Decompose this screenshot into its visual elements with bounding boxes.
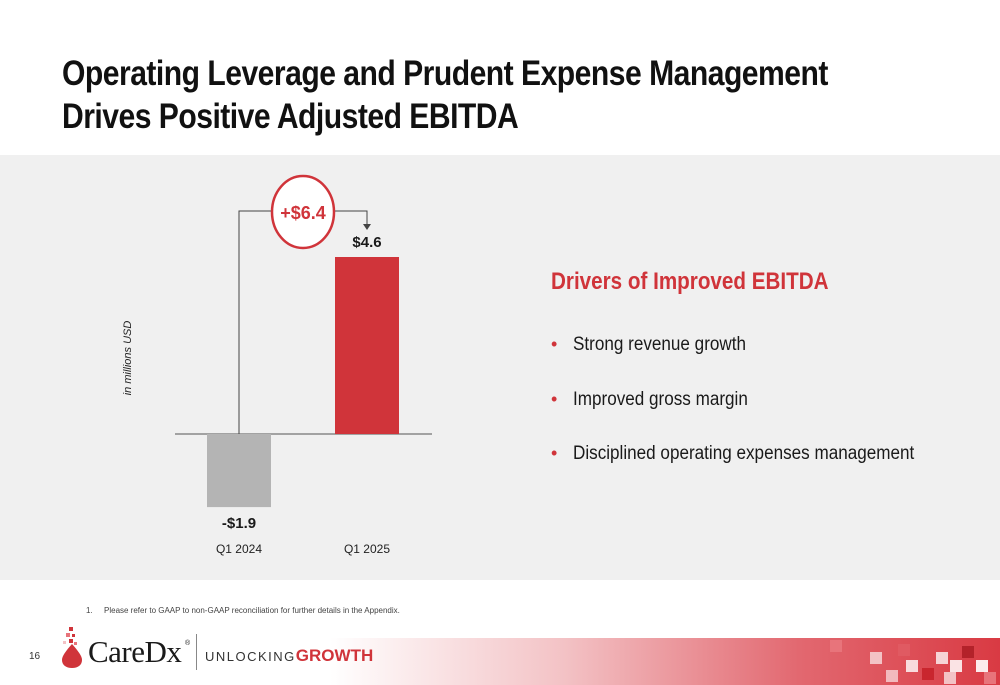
data-label: $4.6 — [352, 234, 381, 251]
content-panel — [0, 155, 1000, 580]
ebitda-bar-chart: -$1.9 Q1 2024 $4.6 Q1 2025 in millions USD +$… — [122, 174, 432, 556]
change-label: +$6.4 — [280, 203, 326, 223]
bullet-icon: • — [551, 443, 558, 463]
tagline-unlocking: UNLOCKING — [205, 649, 296, 664]
bar-q1-2024 — [207, 434, 271, 508]
drivers-title: Drivers of Improved EBITDA — [551, 268, 829, 295]
footnote: 1. Please refer to GAAP to non-GAAP recon… — [86, 606, 400, 615]
arrow-down-icon — [363, 224, 371, 230]
footnote-number: 1. — [86, 606, 93, 615]
driver-text: Improved gross margin — [573, 388, 748, 410]
category-tick-label: Q1 2025 — [344, 542, 390, 556]
category-tick-label: Q1 2024 — [216, 542, 262, 556]
bullet-icon: • — [551, 388, 558, 409]
y-axis-label: in millions USD — [122, 321, 134, 396]
pixel-pattern-decoration — [830, 640, 996, 684]
slide-title: Operating Leverage and Prudent Expense M… — [62, 54, 828, 136]
data-label: -$1.9 — [222, 515, 256, 532]
logo-divider — [196, 634, 197, 670]
caredx-logo-text: CareDx — [88, 634, 182, 669]
bar-q1-2025 — [335, 257, 399, 434]
caredx-logo-icon — [62, 627, 82, 668]
tagline-growth: GROWTH — [295, 646, 374, 665]
bullet-icon: • — [551, 334, 558, 354]
footnote-text: Please refer to GAAP to non-GAAP reconci… — [104, 606, 400, 615]
tagline: UNLOCKINGGROWTH — [205, 646, 373, 666]
page-number: 16 — [29, 651, 41, 662]
driver-text: Disciplined operating expenses managemen… — [573, 443, 915, 464]
driver-text: Strong revenue growth — [573, 334, 747, 355]
registered-mark: ® — [185, 640, 191, 647]
change-badge — [270, 174, 336, 250]
